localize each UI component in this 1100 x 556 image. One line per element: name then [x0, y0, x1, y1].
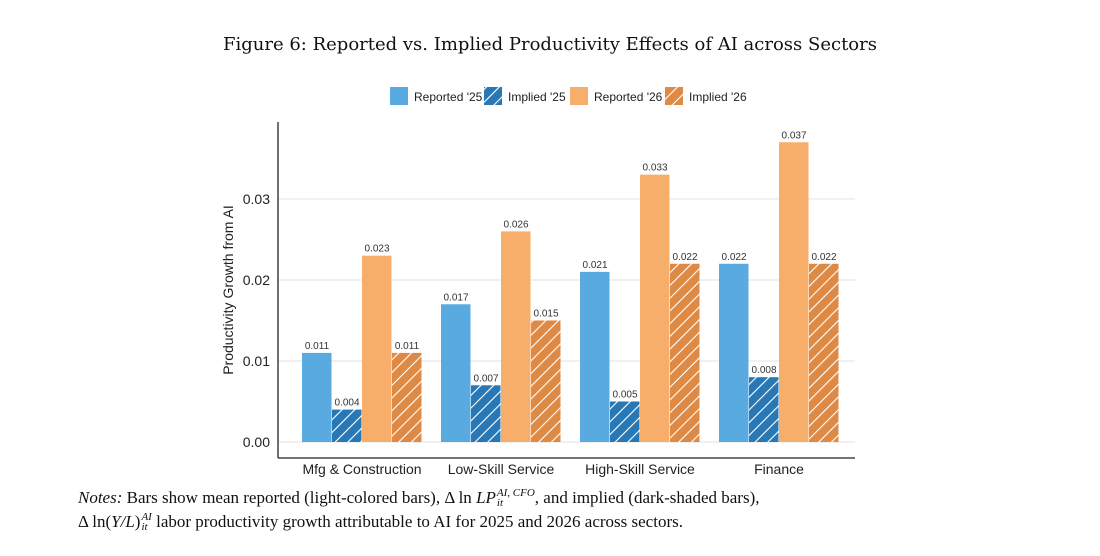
figure-title: Figure 6: Reported vs. Implied Productiv… — [223, 34, 877, 55]
math-lp-scripts: AI, CFO it — [496, 487, 535, 510]
bar-value-label: 0.022 — [811, 252, 836, 263]
notes-label: Notes: — [78, 488, 123, 507]
legend-swatch — [390, 87, 408, 105]
y-tick-label: 0.01 — [243, 353, 270, 369]
x-tick-label: Finance — [754, 461, 804, 477]
bar — [392, 352, 422, 442]
bar — [362, 255, 392, 442]
notes-line-2: Δ ln(Y/L) AI it labor productivity growth … — [78, 512, 683, 533]
bar-value-label: 0.015 — [533, 308, 558, 319]
notes-text: , and implied (dark-shaded bars), — [534, 488, 760, 507]
bar — [441, 304, 471, 442]
bar-value-label: 0.037 — [781, 130, 806, 141]
bar — [501, 231, 531, 442]
notes-line-1: Notes: Bars show mean reported (light-co… — [78, 488, 760, 509]
bar-value-label: 0.022 — [672, 252, 697, 263]
bar-value-label: 0.011 — [395, 341, 420, 352]
bar-value-label: 0.007 — [473, 373, 498, 384]
legend-swatch — [484, 87, 502, 105]
bar-value-label: 0.022 — [721, 252, 746, 263]
bar-value-label: 0.008 — [751, 365, 776, 376]
math-sub: it — [496, 497, 504, 510]
bar — [749, 377, 779, 442]
y-axis-label: Productivity Growth from AI — [220, 205, 236, 375]
legend-label: Reported '26 — [594, 90, 663, 104]
bar — [332, 409, 362, 442]
legend-label: Implied '26 — [689, 90, 747, 104]
bar — [779, 142, 809, 442]
bar — [302, 352, 332, 442]
bar — [670, 263, 700, 442]
x-tick-label: Low-Skill Service — [448, 461, 555, 477]
bar — [610, 401, 640, 442]
bar-value-label: 0.026 — [503, 219, 528, 230]
bar-value-label: 0.011 — [305, 341, 330, 352]
legend-label: Implied '25 — [508, 90, 566, 104]
notes-text: ) — [134, 512, 141, 531]
math-yl-scripts: AI it — [141, 511, 152, 534]
bar — [809, 263, 839, 442]
bar — [640, 174, 670, 442]
math-lp: LP — [476, 488, 496, 507]
y-tick-label: 0.03 — [243, 191, 270, 207]
notes-text: labor productivity growth attributable t… — [151, 512, 683, 531]
bar — [719, 263, 749, 442]
legend-swatch — [665, 87, 683, 105]
math-sup: AI — [141, 511, 152, 524]
bar-value-label: 0.004 — [334, 398, 359, 409]
bar — [531, 320, 561, 442]
bar-value-label: 0.017 — [443, 292, 468, 303]
math-yl: Y/L — [111, 512, 135, 531]
bar — [471, 385, 501, 442]
bar-value-label: 0.005 — [612, 389, 637, 400]
y-tick-label: 0.02 — [243, 272, 270, 288]
bar — [580, 271, 610, 442]
legend-label: Reported '25 — [414, 90, 483, 104]
x-tick-label: Mfg & Construction — [302, 461, 421, 477]
x-tick-label: High-Skill Service — [585, 461, 695, 477]
bar-value-label: 0.023 — [364, 244, 389, 255]
notes-text: Δ ln( — [78, 512, 112, 531]
y-tick-label: 0.00 — [243, 434, 270, 450]
notes-text: Bars show mean reported (light-colored b… — [126, 488, 477, 507]
math-sup: AI, CFO — [496, 487, 535, 500]
legend-swatch — [570, 87, 588, 105]
math-sub: it — [141, 521, 148, 534]
bar-value-label: 0.033 — [642, 163, 667, 174]
bar-value-label: 0.021 — [582, 260, 607, 271]
